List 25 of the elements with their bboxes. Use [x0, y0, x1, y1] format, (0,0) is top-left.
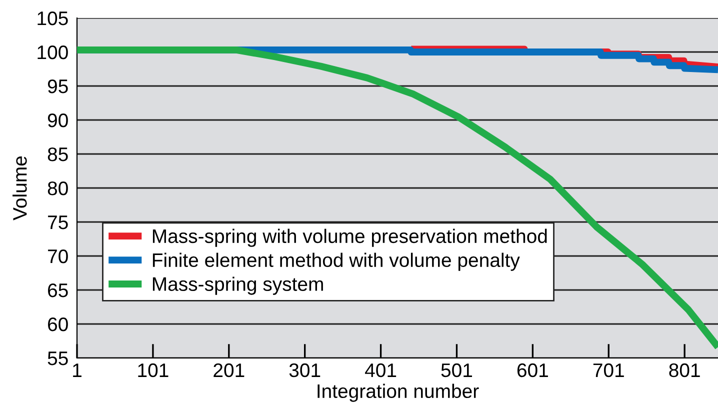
x-tick-label: 201	[214, 363, 244, 378]
y-tick-label: 85	[48, 147, 68, 162]
x-tick-label: 601	[517, 363, 548, 378]
x-axis-title: Integration number	[318, 384, 479, 402]
legend-label: Mass-spring system	[152, 276, 323, 295]
x-tick-label: 501	[441, 363, 472, 378]
y-tick-label: 95	[48, 79, 68, 94]
y-tick-label: 60	[48, 317, 68, 332]
y-tick-label: 90	[48, 113, 68, 128]
y-tick-label: 75	[48, 216, 68, 230]
y-axis-title: Volume	[12, 156, 27, 220]
x-tick-label: 701	[593, 363, 624, 378]
x-tick-label: 1	[73, 364, 82, 377]
x-tick-label: 401	[365, 363, 396, 378]
legend-label: Finite element method with volume penalty	[152, 252, 520, 271]
y-tick-label: 105	[38, 11, 68, 26]
x-tick-label: 101	[138, 363, 168, 378]
y-tick-label: 70	[48, 249, 68, 264]
y-tick-label: 100	[38, 45, 68, 60]
x-tick-label: 301	[289, 363, 320, 378]
x-tick-label: 801	[669, 363, 700, 378]
y-tick-label: 80	[48, 181, 68, 196]
legend-label: Mass-spring with volume preservation method	[152, 228, 547, 247]
y-tick-label: 55	[48, 352, 68, 366]
y-tick-label: 65	[48, 283, 68, 298]
